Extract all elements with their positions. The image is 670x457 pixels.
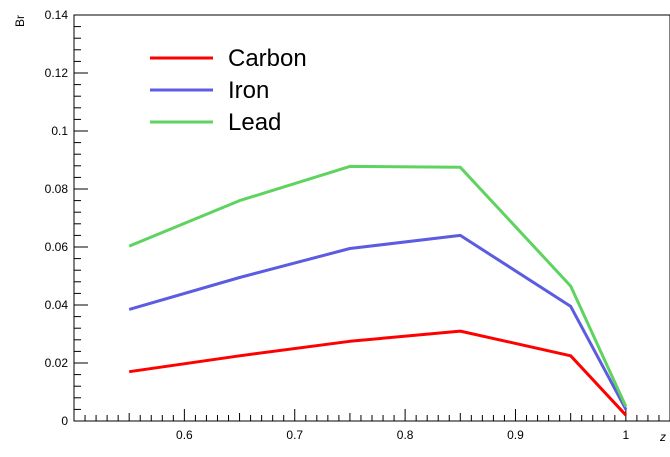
x-tick-label: 1: [623, 428, 630, 442]
y-tick-label: 0.12: [45, 66, 69, 80]
x-tick-label: 0.6: [176, 428, 193, 442]
y-tick-label: 0.04: [45, 298, 69, 312]
legend-label-lead: Lead: [228, 109, 281, 136]
legend-label-carbon: Carbon: [228, 45, 307, 72]
y-tick-label: 0: [61, 414, 68, 428]
series-line-carbon: [128, 329, 627, 417]
legend: Carbon Iron Lead: [150, 45, 307, 136]
y-tick-label: 0.14: [45, 8, 69, 22]
series-line-lead: [128, 164, 628, 408]
plot-frame: [73, 14, 670, 422]
series-line-iron: [128, 233, 628, 411]
axis-tick-labels: 0 0.02 0.04 0.06 0.08 0.1 0.12 0.14 0.6 0.7 0.8 0.9…: [45, 8, 630, 442]
x-tick-label: 0.7: [286, 428, 303, 442]
y-tick-label: 0.08: [45, 182, 69, 196]
x-tick-label: 0.8: [397, 428, 414, 442]
x-tick-label: 0.9: [507, 428, 524, 442]
x-axis-title: z: [659, 430, 666, 444]
y-axis-title: Br: [13, 15, 27, 27]
y-tick-label: 0.06: [45, 240, 69, 254]
y-tick-label: 0.1: [51, 124, 68, 138]
y-tick-label: 0.02: [45, 356, 69, 370]
series-lines: [128, 164, 628, 417]
legend-label-iron: Iron: [228, 77, 269, 104]
axis-ticks: [74, 14, 660, 422]
